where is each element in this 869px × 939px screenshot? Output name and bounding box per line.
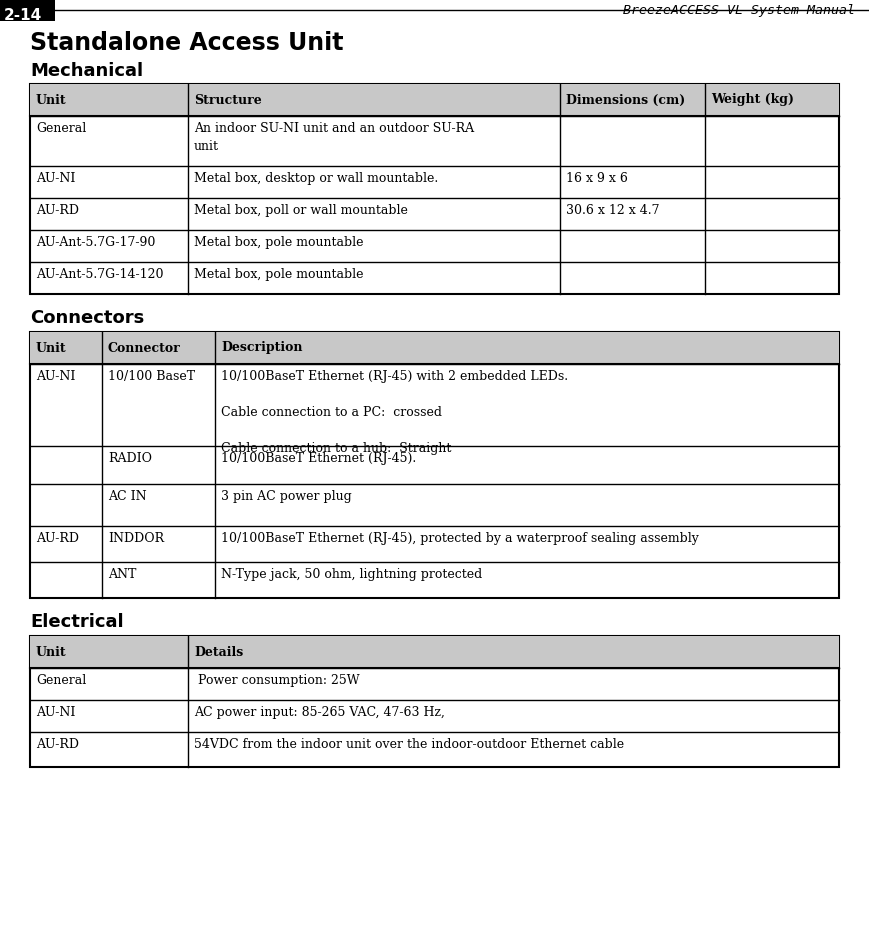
Text: 10/100 BaseT: 10/100 BaseT	[108, 370, 196, 383]
Text: ANT: ANT	[108, 568, 136, 581]
Text: Standalone Access Unit: Standalone Access Unit	[30, 31, 343, 55]
Text: Description: Description	[221, 342, 302, 355]
Text: Mechanical: Mechanical	[30, 62, 143, 80]
Bar	[30, 636, 839, 767]
Text: Unit: Unit	[36, 342, 67, 355]
Text: Details: Details	[194, 645, 243, 658]
Text: General: General	[36, 674, 86, 687]
Bar	[30, 84, 839, 294]
Text: AU-NI: AU-NI	[36, 172, 76, 185]
Text: AU-Ant-5.7G-17-90: AU-Ant-5.7G-17-90	[36, 236, 156, 249]
Text: 10/100BaseT Ethernet (RJ-45) with 2 embedded LEDs.

Cable connection to a PC:  c: 10/100BaseT Ethernet (RJ-45) with 2 embe…	[221, 370, 568, 455]
Text: Power consumption: 25W: Power consumption: 25W	[194, 674, 360, 687]
Bar	[30, 332, 839, 364]
Text: Metal box, desktop or wall mountable.: Metal box, desktop or wall mountable.	[194, 172, 438, 185]
Text: AC IN: AC IN	[108, 490, 147, 503]
Text: 16 x 9 x 6: 16 x 9 x 6	[566, 172, 628, 185]
Text: 30.6 x 12 x 4.7: 30.6 x 12 x 4.7	[566, 204, 660, 217]
Bar	[30, 332, 839, 598]
Text: N-Type jack, 50 ohm, lightning protected: N-Type jack, 50 ohm, lightning protected	[221, 568, 482, 581]
Text: RADIO: RADIO	[108, 452, 152, 465]
Text: INDDOR: INDDOR	[108, 532, 164, 545]
Text: Dimensions (cm): Dimensions (cm)	[566, 94, 686, 106]
Text: 54VDC from the indoor unit over the indoor-outdoor Ethernet cable: 54VDC from the indoor unit over the indo…	[194, 738, 624, 751]
Text: Weight (kg): Weight (kg)	[711, 94, 794, 106]
Text: AU-Ant-5.7G-14-120: AU-Ant-5.7G-14-120	[36, 268, 163, 281]
Bar	[30, 636, 839, 668]
Text: AU-RD: AU-RD	[36, 738, 79, 751]
Text: AU-RD: AU-RD	[36, 532, 79, 545]
Text: 2-14: 2-14	[4, 8, 43, 23]
Text: Connector: Connector	[108, 342, 181, 355]
Text: 10/100BaseT Ethernet (RJ-45).: 10/100BaseT Ethernet (RJ-45).	[221, 452, 416, 465]
Bar	[30, 84, 839, 116]
Text: Connectors: Connectors	[30, 309, 144, 327]
Text: AU-NI: AU-NI	[36, 370, 76, 383]
Bar	[0, 0, 55, 21]
Text: 3 pin AC power plug: 3 pin AC power plug	[221, 490, 352, 503]
Text: Metal box, pole mountable: Metal box, pole mountable	[194, 236, 363, 249]
Text: General: General	[36, 122, 86, 135]
Text: An indoor SU-NI unit and an outdoor SU-RA
unit: An indoor SU-NI unit and an outdoor SU-R…	[194, 122, 474, 153]
Text: AC power input: 85-265 VAC, 47-63 Hz,: AC power input: 85-265 VAC, 47-63 Hz,	[194, 706, 445, 719]
Text: Electrical: Electrical	[30, 613, 123, 631]
Text: AU-NI: AU-NI	[36, 706, 76, 719]
Text: BreezeACCESS VL System Manual: BreezeACCESS VL System Manual	[623, 4, 855, 17]
Text: Structure: Structure	[194, 94, 262, 106]
Text: AU-RD: AU-RD	[36, 204, 79, 217]
Text: Metal box, pole mountable: Metal box, pole mountable	[194, 268, 363, 281]
Text: Unit: Unit	[36, 645, 67, 658]
Text: Unit: Unit	[36, 94, 67, 106]
Text: 10/100BaseT Ethernet (RJ-45), protected by a waterproof sealing assembly: 10/100BaseT Ethernet (RJ-45), protected …	[221, 532, 699, 545]
Text: Metal box, poll or wall mountable: Metal box, poll or wall mountable	[194, 204, 408, 217]
